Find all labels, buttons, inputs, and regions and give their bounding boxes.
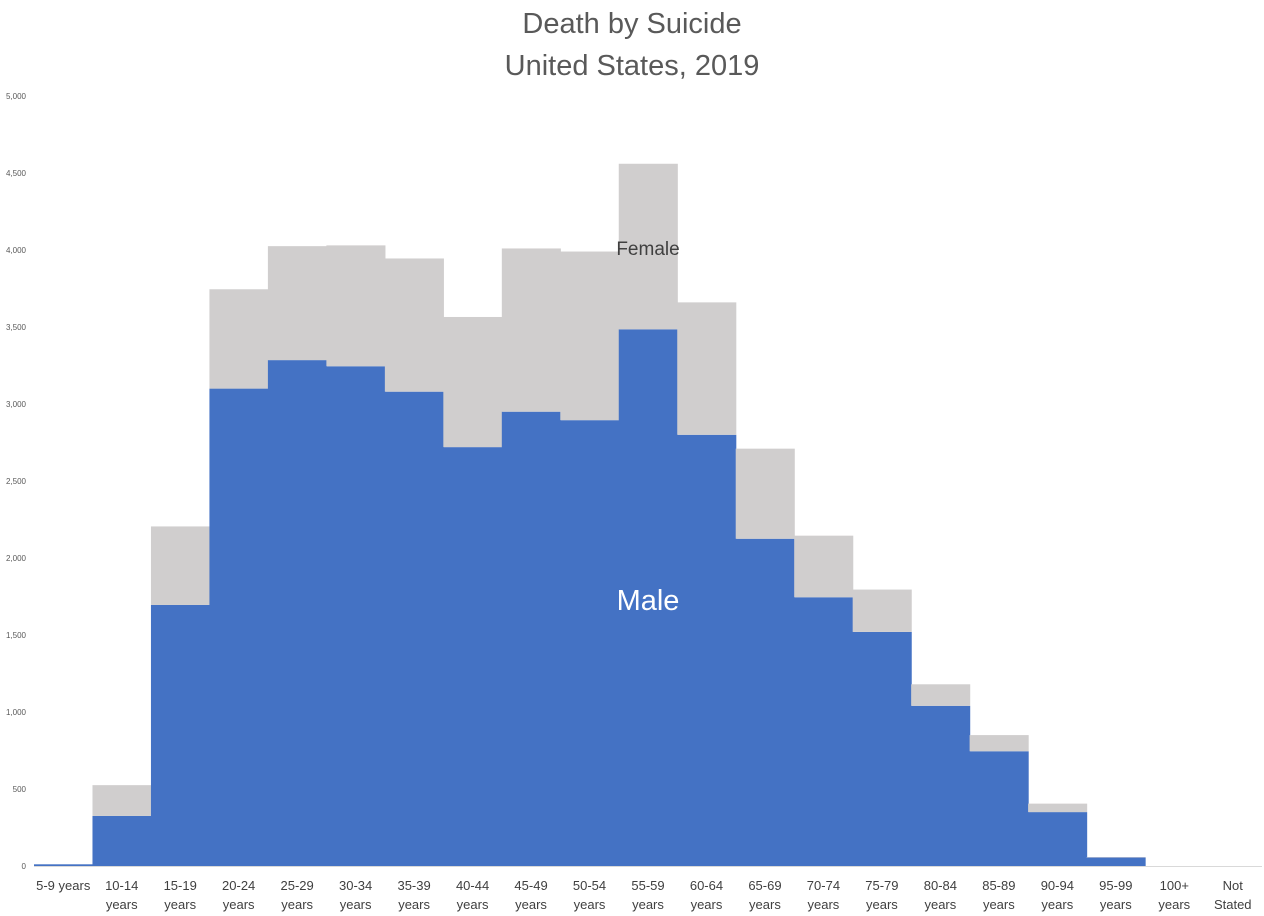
bar-male xyxy=(969,751,1029,866)
bar-female xyxy=(735,448,795,539)
bar-male xyxy=(852,631,912,866)
bar-female xyxy=(384,258,444,392)
x-tick-label: years xyxy=(515,897,547,912)
y-tick-label: 4,500 xyxy=(6,169,27,178)
x-tick-label: years xyxy=(1100,897,1132,912)
bar-female xyxy=(560,251,620,421)
bar-male xyxy=(267,360,327,866)
bar-male xyxy=(501,411,561,866)
bar-male xyxy=(1028,812,1088,866)
y-tick-label: 1,000 xyxy=(6,708,27,717)
x-tick-label: 50-54 xyxy=(573,878,606,893)
x-tick-label: 55-59 xyxy=(631,878,664,893)
x-tick-label: 60-64 xyxy=(690,878,723,893)
x-axis-ticks: 5-9 years 10-14 years 15-19 years 20-24 years 2… xyxy=(36,878,1251,912)
x-tick-label: years xyxy=(691,897,723,912)
x-tick-label: years xyxy=(398,897,430,912)
y-axis-ticks: 0 500 1,000 1,500 2,000 2,500 3,000 3,500 4,000 4… xyxy=(6,92,27,871)
bar-male xyxy=(794,597,854,866)
y-tick-label: 1,500 xyxy=(6,631,27,640)
x-tick-label: 65-69 xyxy=(748,878,781,893)
bar-male xyxy=(150,604,211,866)
x-tick-label: 100+ xyxy=(1160,878,1189,893)
bar-group xyxy=(34,163,1146,866)
x-tick-label: years xyxy=(749,897,781,912)
bar-female xyxy=(1028,803,1088,813)
bar-male xyxy=(384,391,444,866)
x-tick-label: 80-84 xyxy=(924,878,957,893)
y-tick-label: 0 xyxy=(22,862,27,871)
bar-female xyxy=(150,526,211,605)
x-tick-label: years xyxy=(1041,897,1073,912)
x-tick-label: years xyxy=(164,897,196,912)
bar-male xyxy=(677,434,737,866)
x-tick-label: years xyxy=(281,897,313,912)
x-tick-label: 75-79 xyxy=(865,878,898,893)
x-tick-label: 15-19 xyxy=(164,878,197,893)
bar-female xyxy=(852,589,912,632)
y-tick-label: 4,000 xyxy=(6,246,27,255)
bar-female xyxy=(969,735,1029,752)
bar-male xyxy=(911,705,971,866)
x-tick-label: 40-44 xyxy=(456,878,489,893)
bar-female xyxy=(501,248,561,412)
x-tick-label: years xyxy=(457,897,489,912)
y-tick-label: 3,000 xyxy=(6,400,27,409)
bar-female xyxy=(911,684,971,706)
x-tick-label: 25-29 xyxy=(281,878,314,893)
bar-female xyxy=(618,163,678,330)
bar-male xyxy=(34,864,94,866)
y-tick-label: 5,000 xyxy=(6,92,27,101)
y-tick-label: 2,000 xyxy=(6,554,27,563)
bar-male xyxy=(560,420,620,866)
y-tick-label: 2,500 xyxy=(6,477,27,486)
y-tick-label: 500 xyxy=(13,785,27,794)
y-tick-label: 3,500 xyxy=(6,323,27,332)
x-tick-label: 35-39 xyxy=(397,878,430,893)
bar-female xyxy=(267,246,327,361)
x-tick-label: years xyxy=(632,897,664,912)
chart-subtitle: United States, 2019 xyxy=(504,50,760,82)
x-tick-label: 70-74 xyxy=(807,878,840,893)
x-tick-label: years xyxy=(924,897,956,912)
x-tick-label: Not xyxy=(1223,878,1244,893)
x-tick-label: 20-24 xyxy=(222,878,255,893)
x-tick-label: 95-99 xyxy=(1099,878,1132,893)
bar-female xyxy=(326,245,386,367)
x-tick-label: years xyxy=(1158,897,1190,912)
x-tick-label: 90-94 xyxy=(1041,878,1074,893)
bar-male xyxy=(735,538,795,866)
x-tick-label: 10-14 xyxy=(105,878,138,893)
x-tick-label: 5-9 years xyxy=(36,878,91,893)
x-tick-label: 45-49 xyxy=(514,878,547,893)
x-tick-label: years xyxy=(340,897,372,912)
x-tick-label: years xyxy=(808,897,840,912)
series-label-male: Male xyxy=(617,585,680,617)
x-tick-label: Stated xyxy=(1214,897,1252,912)
x-tick-label: 30-34 xyxy=(339,878,372,893)
x-tick-label: years xyxy=(574,897,606,912)
bar-male xyxy=(92,815,152,866)
bar-male xyxy=(618,329,678,866)
chart-title: Death by Suicide xyxy=(522,8,742,40)
series-label-female: Female xyxy=(616,239,679,260)
x-tick-label: years xyxy=(106,897,138,912)
bar-male xyxy=(209,388,269,866)
x-tick-label: 85-89 xyxy=(982,878,1015,893)
bar-female xyxy=(443,316,503,448)
bar-male xyxy=(1086,857,1146,866)
bar-female xyxy=(92,785,152,816)
bar-male xyxy=(326,366,386,866)
bar-male xyxy=(443,447,503,866)
x-tick-label: years xyxy=(983,897,1015,912)
bar-female xyxy=(209,289,269,389)
bar-female xyxy=(677,302,737,435)
bar-female xyxy=(794,535,854,598)
x-tick-label: years xyxy=(866,897,898,912)
x-tick-label: years xyxy=(223,897,255,912)
